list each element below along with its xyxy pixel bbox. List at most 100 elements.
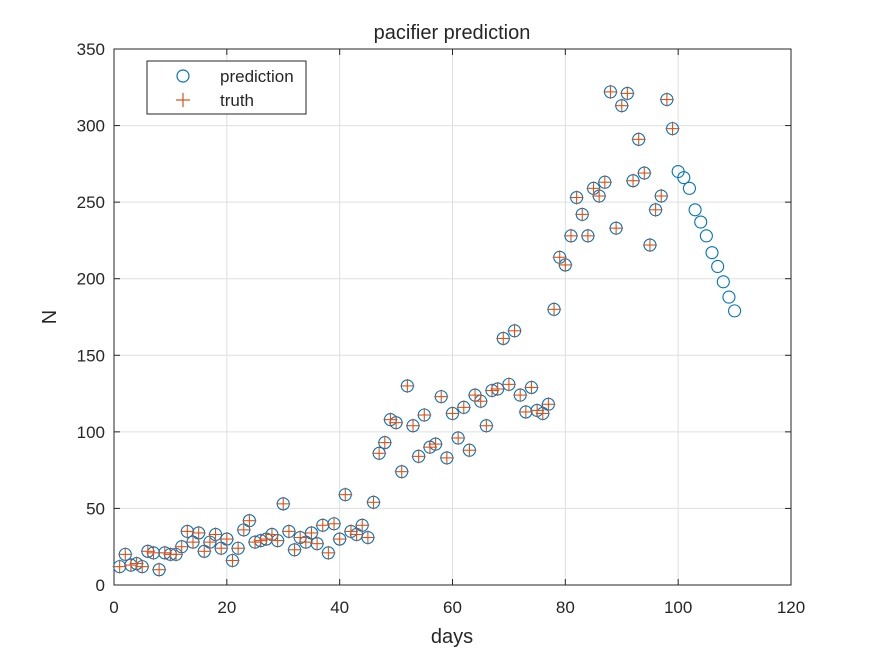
truth-point — [434, 389, 449, 404]
truth-point — [654, 189, 669, 204]
x-tick-label: 100 — [664, 598, 692, 617]
truth-point — [400, 378, 415, 393]
truth-point — [276, 496, 291, 511]
truth-point — [157, 545, 172, 560]
truth-point — [129, 556, 144, 571]
prediction-point — [716, 275, 730, 289]
truth-point — [304, 525, 319, 540]
truth-point — [592, 189, 607, 204]
legend-label-truth: truth — [220, 91, 254, 110]
truth-point — [547, 302, 562, 317]
truth-point — [445, 406, 460, 421]
x-tick-label: 20 — [217, 598, 236, 617]
truth-point — [530, 403, 545, 418]
truth-point — [513, 388, 528, 403]
legend-truth-marker — [176, 93, 190, 107]
truth-point — [456, 400, 471, 415]
truth-point — [180, 524, 195, 539]
truth-point — [118, 547, 133, 562]
truth-point — [659, 92, 674, 107]
truth-point — [609, 221, 624, 236]
prediction-point — [705, 246, 719, 260]
prediction-point — [711, 259, 725, 274]
x-tick-label: 0 — [109, 598, 118, 617]
truth-point — [439, 450, 454, 465]
legend: prediction truth — [146, 60, 307, 115]
truth-point — [372, 446, 387, 461]
y-tick-label: 100 — [77, 423, 105, 442]
truth-point — [490, 381, 505, 396]
y-axis-label: N — [39, 310, 61, 324]
truth-point — [620, 86, 635, 101]
x-tick-label: 80 — [556, 598, 575, 617]
truth-point — [310, 536, 325, 551]
truth-point — [642, 238, 657, 253]
legend-label-prediction: prediction — [220, 67, 294, 86]
truth-point — [389, 415, 404, 430]
x-axis-label: days — [431, 626, 473, 648]
truth-point — [496, 331, 511, 346]
truth-point — [332, 532, 347, 547]
truth-point — [451, 430, 466, 445]
truth-point — [462, 443, 477, 458]
truth-point — [626, 173, 641, 188]
truth-point — [219, 532, 234, 547]
truth-point — [214, 541, 229, 556]
truth-point — [507, 323, 522, 338]
truth-point — [648, 202, 663, 217]
truth-point — [524, 380, 539, 395]
grid-lines — [114, 49, 791, 585]
x-tick-label: 120 — [777, 598, 805, 617]
truth-point — [473, 394, 488, 409]
truth-point — [586, 181, 601, 196]
truth-point — [484, 383, 499, 398]
truth-point — [197, 544, 212, 559]
truth-point — [135, 559, 150, 574]
truth-point — [236, 522, 251, 537]
truth-point — [253, 533, 268, 548]
truth-point — [349, 527, 364, 542]
truth-point — [563, 228, 578, 243]
truth-point — [208, 527, 223, 542]
tick-labels: 0 20 40 60 80 100 120 0 50 100 150 200 250 300 350 — [77, 40, 806, 617]
prediction-point — [682, 181, 697, 195]
prediction-point — [694, 215, 708, 229]
truth-point — [360, 530, 375, 545]
y-tick-label: 50 — [86, 499, 105, 518]
truth-point — [287, 542, 302, 557]
truth-point — [315, 518, 330, 533]
truth-point — [580, 228, 595, 243]
truth-point — [558, 257, 573, 272]
truth-point — [631, 132, 646, 147]
truth-point — [665, 121, 680, 136]
truth-point — [225, 553, 240, 568]
truth-point — [501, 377, 516, 392]
truth-point — [264, 527, 279, 542]
truth-point — [185, 535, 200, 550]
truth-point — [327, 516, 342, 531]
truth-point — [231, 541, 246, 556]
truth-point — [518, 404, 533, 419]
truth-point — [479, 418, 494, 433]
truth-point — [614, 98, 629, 113]
truth-point — [575, 207, 590, 222]
truth-point — [552, 250, 567, 265]
truth-point — [383, 412, 398, 427]
truth-point — [169, 547, 184, 562]
truth-point — [140, 544, 155, 559]
prediction-point — [699, 229, 713, 243]
prediction-point — [722, 290, 736, 304]
truth-point — [152, 562, 167, 577]
truth-point — [338, 487, 353, 502]
truth-point — [123, 558, 138, 573]
truth-point — [298, 535, 313, 550]
prediction-point — [728, 304, 742, 318]
truth-point — [242, 513, 257, 528]
prediction-point — [688, 203, 702, 217]
truth-point — [202, 535, 217, 550]
legend-prediction-marker — [176, 69, 190, 83]
truth-point — [428, 437, 443, 452]
y-tick-label: 150 — [77, 346, 105, 365]
x-tick-label: 60 — [443, 598, 462, 617]
y-tick-label: 300 — [77, 117, 105, 136]
